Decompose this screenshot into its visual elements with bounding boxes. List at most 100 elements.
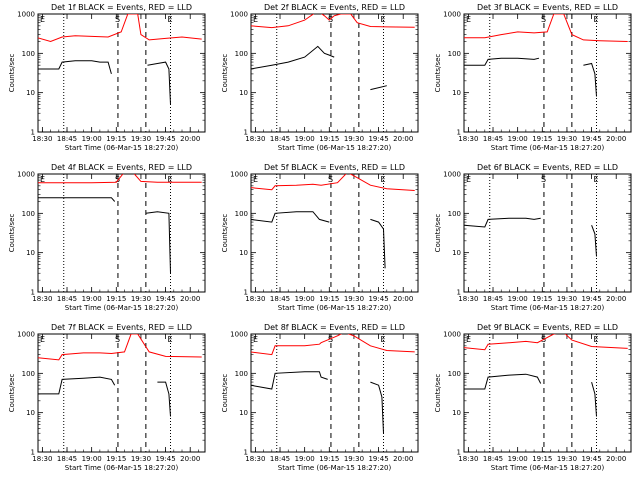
y-tick-label: 100 xyxy=(448,50,461,58)
marker-label-start: E xyxy=(253,15,258,24)
series-lld-line xyxy=(251,14,415,29)
x-tick-label: 19:15 xyxy=(106,295,126,303)
x-tick-label: 18:30 xyxy=(458,295,478,303)
x-tick-label: 18:45 xyxy=(483,455,503,463)
marker-label-end: E xyxy=(381,175,386,184)
x-tick-label: 20:00 xyxy=(606,295,626,303)
y-axis-label: Counts/sec xyxy=(434,374,442,413)
x-tick-label: 19:00 xyxy=(82,455,102,463)
series-lld-line xyxy=(251,334,415,356)
y-tick-label: 1 xyxy=(457,129,461,137)
x-tick-label: 19:30 xyxy=(557,135,577,143)
x-tick-label: 19:15 xyxy=(319,455,339,463)
x-tick-label: 19:30 xyxy=(344,295,364,303)
y-tick-label: 1000 xyxy=(443,171,461,179)
x-tick-label: 19:30 xyxy=(344,135,364,143)
panel-title: Det 6f BLACK = Events, RED = LLD xyxy=(477,163,618,172)
y-axis-label: Counts/sec xyxy=(8,54,16,93)
x-axis-label: Start Time (06-Mar-15 18:27:20) xyxy=(491,304,605,312)
plot-frame xyxy=(463,13,632,133)
y-tick-label: 10 xyxy=(239,89,248,97)
plot-frame xyxy=(463,173,632,293)
x-tick-label: 18:30 xyxy=(32,135,52,143)
marker-label-start: E xyxy=(40,15,45,24)
series-events-line xyxy=(251,211,386,269)
plot-frame xyxy=(37,173,206,293)
series-lld-line xyxy=(464,334,628,351)
x-tick-label: 19:15 xyxy=(319,135,339,143)
y-tick-label: 100 xyxy=(22,210,35,218)
x-tick-label: 20:00 xyxy=(606,455,626,463)
x-tick-label: 20:00 xyxy=(393,295,413,303)
x-tick-label: 20:00 xyxy=(180,455,200,463)
marker-label-end: E xyxy=(594,175,599,184)
y-tick-label: 100 xyxy=(235,50,248,58)
x-tick-label: 19:00 xyxy=(508,455,528,463)
marker-label-start: E xyxy=(253,335,258,344)
y-tick-label: 1 xyxy=(457,449,461,457)
y-tick-label: 1 xyxy=(244,289,248,297)
panel-title: Det 4f BLACK = Events, RED = LLD xyxy=(51,163,192,172)
plot-frame xyxy=(250,173,419,293)
panel-title: Det 9f BLACK = Events, RED = LLD xyxy=(477,323,618,332)
x-axis-label: Start Time (06-Mar-15 18:27:20) xyxy=(491,464,605,472)
y-tick-label: 1 xyxy=(31,289,35,297)
x-tick-label: 19:45 xyxy=(368,455,388,463)
x-tick-label: 19:15 xyxy=(532,295,552,303)
x-tick-label: 18:30 xyxy=(458,135,478,143)
panel-6: Det 6f BLACK = Events, RED = LLD 1 10 100 10… xyxy=(434,163,632,312)
y-tick-label: 100 xyxy=(235,210,248,218)
y-tick-label: 1 xyxy=(457,289,461,297)
y-tick-label: 1000 xyxy=(230,11,248,19)
y-axis-label: Counts/sec xyxy=(8,374,16,413)
series-lld-line xyxy=(38,174,202,184)
marker-label-end: E xyxy=(168,15,173,24)
marker-label-peak: S xyxy=(115,175,120,184)
x-tick-label: 19:00 xyxy=(295,135,315,143)
x-axis-label: Start Time (06-Mar-15 18:27:20) xyxy=(278,144,392,152)
series-events-line xyxy=(38,376,171,417)
plot-frame xyxy=(37,333,206,453)
y-tick-label: 1000 xyxy=(17,331,35,339)
x-tick-label: 18:45 xyxy=(57,295,77,303)
series-events-line xyxy=(464,57,597,97)
y-tick-label: 1000 xyxy=(443,11,461,19)
panel-5: Det 5f BLACK = Events, RED = LLD 1 10 100 10… xyxy=(221,163,419,312)
x-tick-label: 20:00 xyxy=(180,295,200,303)
marker-label-start: E xyxy=(40,335,45,344)
x-tick-label: 19:15 xyxy=(532,135,552,143)
marker-label-end: E xyxy=(381,335,386,344)
x-tick-label: 18:30 xyxy=(245,455,265,463)
series-lld-line xyxy=(38,14,202,43)
marker-label-peak: S xyxy=(541,15,546,24)
y-axis-label: Counts/sec xyxy=(8,214,16,253)
panel-title: Det 2f BLACK = Events, RED = LLD xyxy=(264,3,405,12)
marker-label-peak: S xyxy=(328,335,333,344)
y-tick-label: 10 xyxy=(26,89,35,97)
marker-label-peak: S xyxy=(115,335,120,344)
y-tick-label: 10 xyxy=(26,249,35,257)
x-tick-label: 20:00 xyxy=(393,135,413,143)
panel-9: Det 9f BLACK = Events, RED = LLD 1 10 100 10… xyxy=(434,323,632,472)
x-tick-label: 18:45 xyxy=(270,135,290,143)
y-tick-label: 100 xyxy=(448,370,461,378)
panel-4: Det 4f BLACK = Events, RED = LLD 1 10 100 10… xyxy=(8,163,206,312)
x-tick-label: 18:30 xyxy=(245,295,265,303)
x-tick-label: 19:15 xyxy=(319,295,339,303)
y-tick-label: 1 xyxy=(244,129,248,137)
x-tick-label: 19:45 xyxy=(368,135,388,143)
y-tick-label: 10 xyxy=(452,89,461,97)
x-tick-label: 18:45 xyxy=(483,295,503,303)
x-axis-label: Start Time (06-Mar-15 18:27:20) xyxy=(278,304,392,312)
x-tick-label: 20:00 xyxy=(393,455,413,463)
x-tick-label: 19:15 xyxy=(106,135,126,143)
y-tick-label: 10 xyxy=(26,409,35,417)
plot-frame xyxy=(37,13,206,133)
x-tick-label: 19:30 xyxy=(131,295,151,303)
y-tick-label: 1000 xyxy=(17,171,35,179)
marker-label-start: E xyxy=(466,175,471,184)
x-tick-label: 18:45 xyxy=(483,135,503,143)
panel-8: Det 8f BLACK = Events, RED = LLD 1 10 100 10… xyxy=(221,323,419,472)
x-tick-label: 18:30 xyxy=(32,455,52,463)
x-tick-label: 19:30 xyxy=(344,455,364,463)
